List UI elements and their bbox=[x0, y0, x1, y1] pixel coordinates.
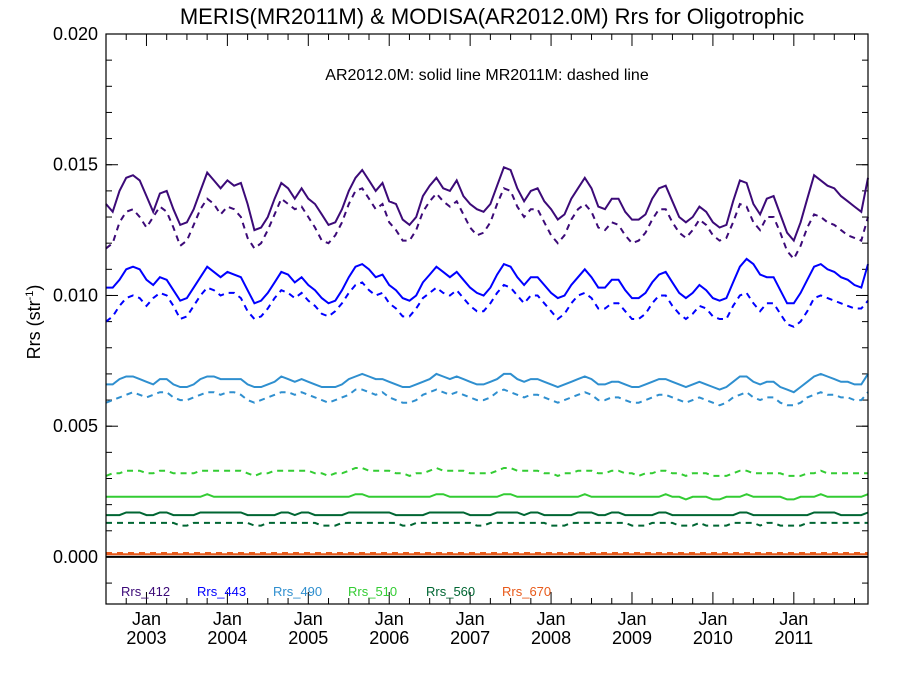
x-tick-label-year: 2005 bbox=[288, 628, 328, 648]
rrs_490-mr2011-line bbox=[105, 388, 869, 407]
x-tick-label-year: 2003 bbox=[126, 628, 166, 648]
y-tick-label: 0.000 bbox=[53, 547, 98, 567]
legend-entry-rrs_412: Rrs_412 bbox=[121, 584, 170, 599]
rrs_412-mr2011-line bbox=[105, 187, 869, 261]
y-tick-label: 0.005 bbox=[53, 416, 98, 436]
legend-entry-rrs_490: Rrs_490 bbox=[273, 584, 322, 599]
y-axis-label-main: Rrs (str bbox=[24, 300, 44, 359]
plot-frame bbox=[105, 33, 869, 605]
x-tick-label-month: Jan bbox=[132, 609, 161, 629]
x-tick-label-year: 2007 bbox=[450, 628, 490, 648]
x-tick-label-year: 2010 bbox=[693, 628, 733, 648]
y-axis-label-superscript: -1 bbox=[24, 291, 36, 301]
x-tick-label-month: Jan bbox=[294, 609, 323, 629]
x-tick-label-year: 2011 bbox=[774, 628, 813, 648]
y-axis-label: Rrs (str-1) bbox=[24, 285, 44, 360]
rrs_412-ar2012-line bbox=[105, 165, 869, 243]
y-tick-label: 0.010 bbox=[53, 285, 98, 305]
rrs_560-mr2011-line bbox=[106, 521, 868, 527]
x-tick-label-year: 2008 bbox=[531, 628, 571, 648]
x-tick-label-month: Jan bbox=[537, 609, 566, 629]
rrs_443-ar2012-line bbox=[106, 257, 869, 305]
x-tick-label-month: Jan bbox=[779, 609, 808, 629]
rrs_510-ar2012-line bbox=[106, 493, 869, 501]
axes: 0.0000.0050.0100.0150.020Jan2003Jan2004J… bbox=[53, 24, 868, 648]
x-tick-label-year: 2004 bbox=[207, 628, 247, 648]
x-tick-label-month: Jan bbox=[213, 609, 242, 629]
line-style-annotation: AR2012.0M: solid line MR2011M: dashed li… bbox=[325, 67, 649, 84]
y-tick-label: 0.020 bbox=[53, 24, 98, 44]
x-tick-label-month: Jan bbox=[375, 609, 404, 629]
x-tick-label-month: Jan bbox=[698, 609, 727, 629]
legend-entry-rrs_510: Rrs_510 bbox=[348, 584, 397, 599]
rrs_490-ar2012-line bbox=[106, 372, 869, 394]
y-axis-label-close: ) bbox=[24, 285, 44, 291]
legend-entry-rrs_560: Rrs_560 bbox=[426, 584, 475, 599]
rrs_560-ar2012-line bbox=[106, 511, 869, 517]
legend: Rrs_412 Rrs_443 Rrs_490 Rrs_510 Rrs_560 Rrs_6… bbox=[121, 584, 551, 599]
x-tick-label-month: Jan bbox=[617, 609, 646, 629]
chart-title: MERIS(MR2011M) & MODISA(AR2012.0M) Rrs f… bbox=[180, 4, 804, 29]
rrs_443-mr2011-line bbox=[105, 281, 869, 328]
x-tick-label-month: Jan bbox=[456, 609, 485, 629]
legend-entry-rrs_443: Rrs_443 bbox=[197, 584, 246, 599]
x-tick-label-year: 2009 bbox=[612, 628, 652, 648]
y-tick-label: 0.015 bbox=[53, 155, 98, 175]
rrs_510-mr2011-line bbox=[105, 466, 868, 477]
series-lines bbox=[105, 165, 869, 556]
legend-entry-rrs_670: Rrs_670 bbox=[502, 584, 551, 599]
x-tick-label-year: 2006 bbox=[369, 628, 409, 648]
